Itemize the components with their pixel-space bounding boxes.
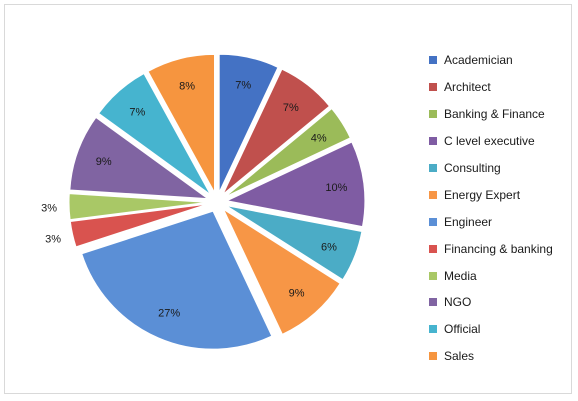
slice-data-label: 4%	[311, 132, 327, 144]
slice-data-label: 9%	[96, 156, 112, 168]
pie-slice	[98, 72, 211, 195]
slice-data-label: 6%	[321, 241, 337, 253]
legend-swatch	[429, 56, 437, 65]
pie-chart: 7% 7% 4% 10% 6% 9% 27% 3% 3% 9% 7% 8%	[41, 53, 366, 350]
legend-item: C level executive	[429, 128, 553, 155]
slice-data-label: 8%	[179, 80, 195, 92]
legend-item: NGO	[429, 289, 553, 316]
legend-item: Engineer	[429, 208, 553, 235]
legend-label: Official	[444, 322, 481, 337]
legend-item: Consulting	[429, 155, 553, 182]
legend-label: C level executive	[444, 134, 535, 149]
pie-slice	[222, 68, 331, 195]
legend-label: Academician	[444, 53, 513, 68]
legend-swatch	[429, 352, 437, 361]
pie-slice	[69, 203, 208, 248]
legend-swatch	[429, 190, 437, 199]
pie-slice	[225, 141, 366, 228]
slice-data-label: 7%	[235, 79, 251, 91]
legend-swatch	[429, 325, 437, 334]
legend-label: Financing & banking	[444, 241, 553, 256]
legend-label: Consulting	[444, 161, 501, 175]
legend-swatch	[429, 83, 437, 92]
legend-label: Media	[444, 268, 477, 283]
pie-slice	[81, 210, 273, 350]
pie-slice	[69, 116, 210, 200]
legend-swatch	[429, 137, 437, 146]
legend-label: Sales	[444, 349, 475, 364]
legend-item: Energy Expert	[429, 181, 553, 208]
pie-slice	[147, 53, 216, 193]
slice-data-label: 7%	[283, 102, 299, 114]
slice-data-label: 3%	[41, 202, 57, 214]
legend-swatch	[429, 110, 437, 119]
legend-item: Sales	[429, 343, 553, 370]
legend-swatch	[429, 244, 437, 253]
legend: Academician Architect Banking & Finance C l…	[429, 47, 553, 370]
legend-item: Banking & Finance	[429, 101, 553, 128]
pie-slice	[218, 53, 279, 193]
slice-data-label: 9%	[289, 287, 305, 299]
chart-area: 7% 7% 4% 10% 6% 9% 27% 3% 3% 9% 7% 8% Academician Ar…	[4, 4, 572, 394]
slice-data-label: 7%	[129, 107, 145, 119]
legend-swatch	[429, 298, 437, 307]
legend-swatch	[429, 164, 437, 172]
legend-item: Official	[429, 316, 553, 343]
legend-swatch	[429, 217, 437, 226]
legend-label: Banking & Finance	[444, 107, 545, 122]
slice-data-label: 27%	[158, 307, 180, 319]
legend-swatch	[429, 271, 437, 280]
legend-item: Financing & banking	[429, 235, 553, 262]
pie-slice	[226, 205, 363, 281]
legend-label: Energy Expert	[444, 187, 521, 202]
slice-data-label: 10%	[325, 182, 347, 194]
pie-slice	[222, 208, 341, 336]
legend-item: Architect	[429, 74, 553, 101]
legend-label: NGO	[444, 295, 472, 310]
pie-slice	[225, 107, 351, 198]
legend-label: Architect	[444, 80, 491, 95]
slice-data-label: 3%	[45, 234, 61, 246]
legend-label: Engineer	[444, 214, 493, 229]
pie-slice	[68, 193, 208, 221]
legend-item: Academician	[429, 47, 553, 74]
legend-item: Media	[429, 262, 553, 289]
